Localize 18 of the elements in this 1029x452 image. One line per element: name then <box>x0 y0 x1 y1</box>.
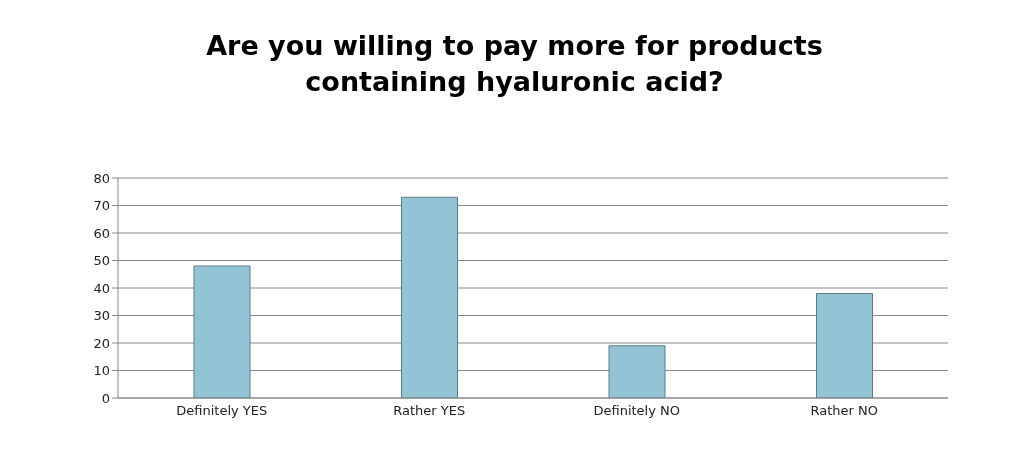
y-tick-label: 40 <box>93 280 110 296</box>
y-tick-label: 30 <box>93 308 110 324</box>
bar <box>816 293 873 398</box>
bar <box>401 196 458 398</box>
y-tick-label: 50 <box>93 253 110 269</box>
chart-title: Are you willing to pay more for products containing hyaluronic acid? <box>205 29 824 99</box>
x-tick-label: Definitely NO <box>593 403 681 419</box>
bar <box>193 265 251 398</box>
bar <box>608 345 666 398</box>
x-tick-label: Rather YES <box>393 403 466 419</box>
y-tick-label: 80 <box>93 170 110 186</box>
y-tick-label: 20 <box>93 335 110 351</box>
x-tick-label: Rather NO <box>810 403 878 419</box>
y-tick-label: 10 <box>93 363 110 379</box>
y-tick-label: 70 <box>93 198 110 214</box>
y-tick-label: 0 <box>101 390 110 406</box>
y-tick-label: 60 <box>93 225 110 241</box>
x-tick-label: Definitely YES <box>176 403 268 419</box>
